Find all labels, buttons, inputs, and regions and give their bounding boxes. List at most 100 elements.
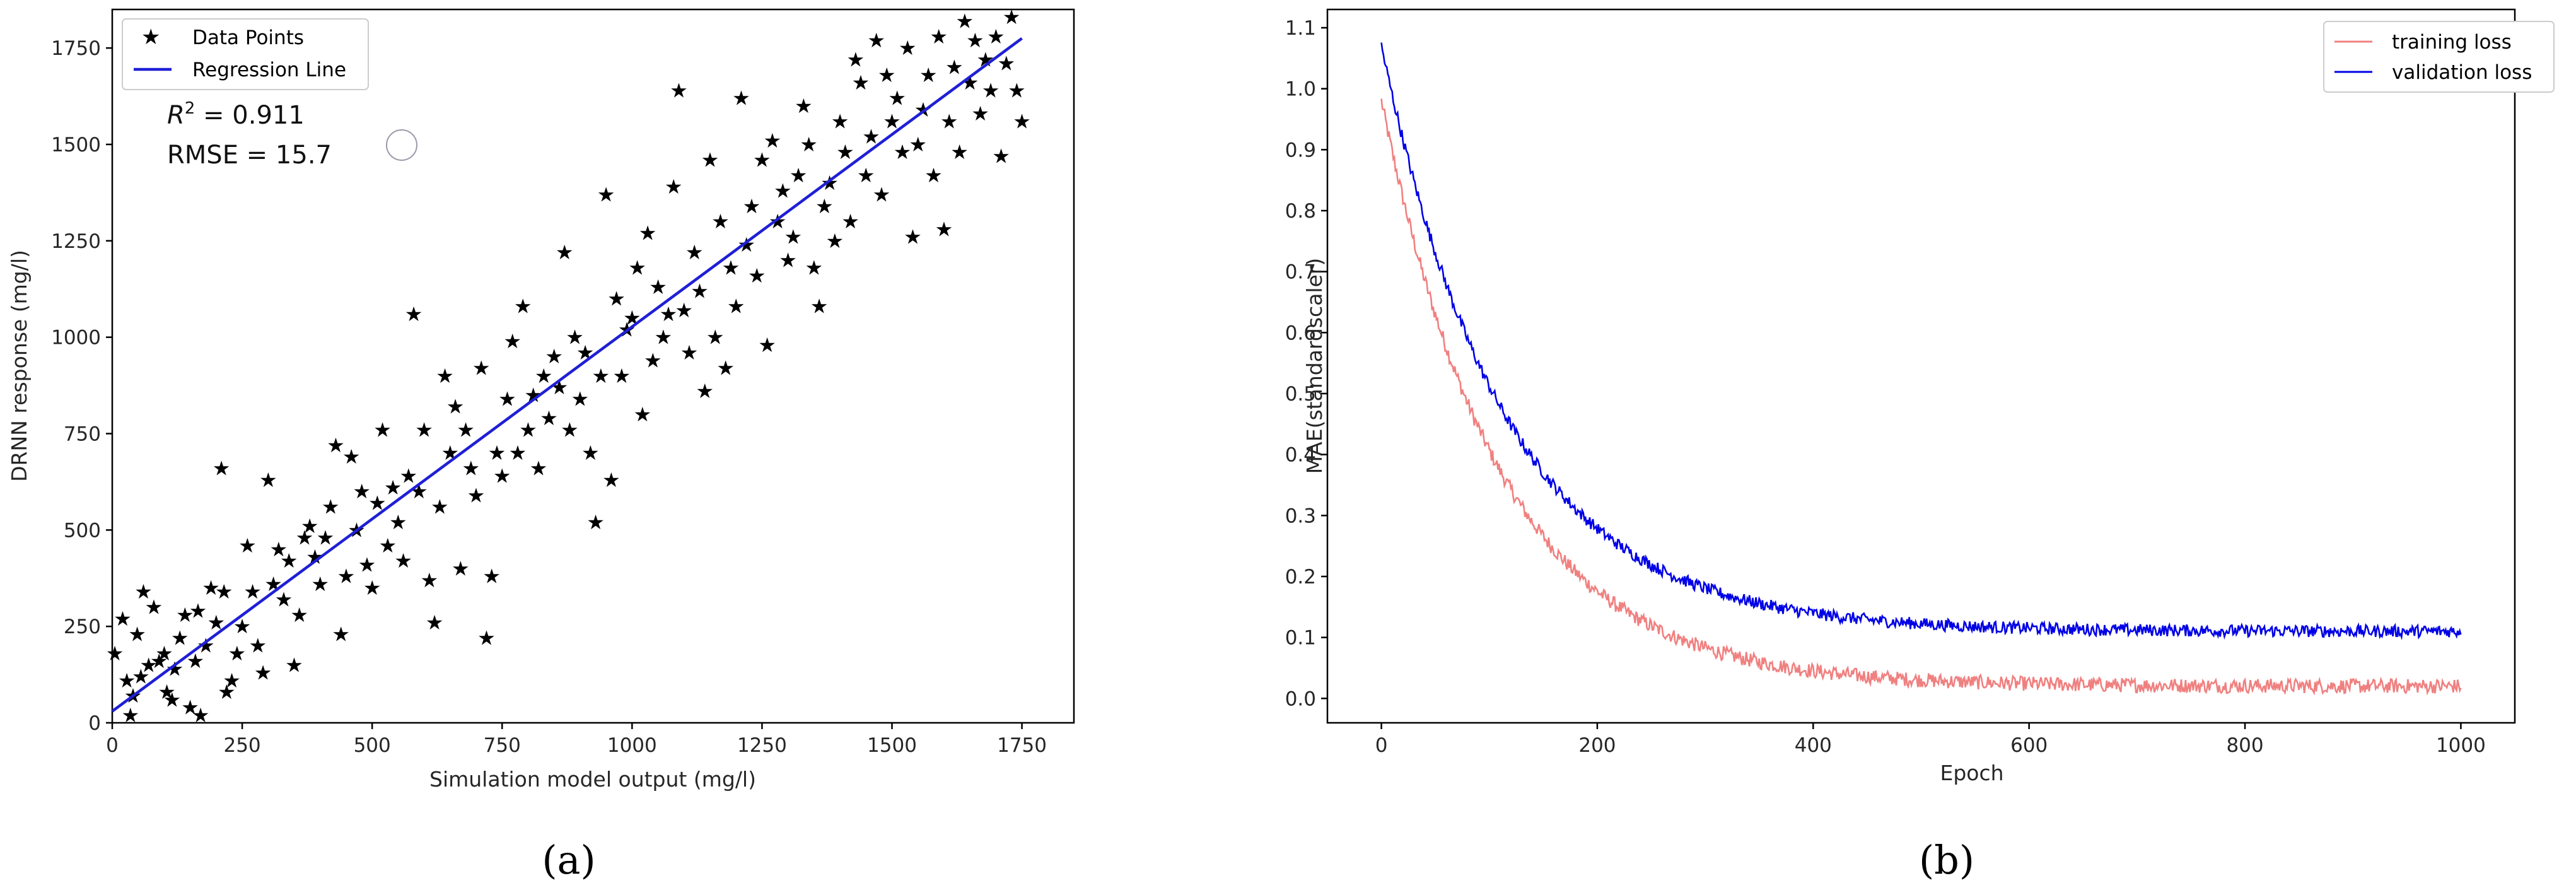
- data-point-star: ★: [846, 47, 865, 71]
- legend-label-regression-line: Regression Line: [192, 59, 346, 81]
- loss-x-axis-label: Epoch: [1940, 761, 2003, 785]
- data-point-star: ★: [436, 364, 454, 388]
- data-point-star: ★: [899, 36, 917, 60]
- x-tick-label: 1500: [867, 734, 917, 757]
- validation-loss-line: [1380, 42, 2462, 641]
- data-point-star: ★: [503, 329, 522, 353]
- y-tick-label: 0.2: [1285, 566, 1316, 588]
- data-point-star: ★: [472, 356, 491, 380]
- data-point-star: ★: [317, 526, 335, 550]
- y-tick-label: 0.3: [1285, 505, 1316, 527]
- data-point-star: ★: [685, 240, 704, 264]
- data-point-star: ★: [106, 641, 124, 665]
- data-point-star: ★: [176, 603, 194, 627]
- data-point-star: ★: [987, 25, 1005, 49]
- loss-legend: training loss validation loss: [2323, 21, 2555, 93]
- data-point-star: ★: [1013, 109, 1031, 133]
- data-point-star: ★: [139, 653, 158, 677]
- data-point-star: ★: [836, 140, 854, 164]
- y-tick-label: 1750: [51, 37, 101, 60]
- r-squared-annotation: R2 = 0.911: [167, 99, 305, 130]
- scatter-x-axis-label: Simulation model output (mg/l): [429, 767, 756, 792]
- data-point-star: ★: [966, 28, 984, 52]
- data-point-star: ★: [815, 194, 834, 218]
- data-point-star: ★: [1008, 78, 1026, 102]
- data-point-star: ★: [243, 580, 262, 604]
- data-point-star: ★: [114, 607, 132, 631]
- legend-label-validation-loss: validation loss: [2392, 61, 2532, 84]
- data-point-star: ★: [353, 479, 371, 503]
- data-point-star: ★: [581, 441, 600, 465]
- data-point-star: ★: [189, 599, 207, 623]
- data-point-star: ★: [909, 132, 927, 156]
- data-point-star: ★: [852, 71, 870, 95]
- x-tick-label: 0: [106, 734, 119, 757]
- data-point-star: ★: [561, 418, 579, 442]
- panel-b-caption: (b): [1919, 837, 1974, 883]
- data-point-star: ★: [322, 495, 340, 519]
- data-point-star: ★: [779, 248, 797, 272]
- data-point-star: ★: [426, 611, 444, 635]
- data-point-star: ★: [275, 587, 293, 611]
- data-point-star: ★: [873, 182, 891, 206]
- data-point-star: ★: [405, 302, 423, 326]
- data-point-star: ★: [878, 63, 896, 87]
- data-point-star: ★: [706, 325, 725, 349]
- data-point-star: ★: [556, 240, 574, 264]
- data-point-star: ★: [701, 148, 720, 172]
- data-point-star: ★: [586, 510, 605, 534]
- data-point-star: ★: [202, 576, 220, 600]
- data-point-star: ★: [254, 661, 272, 685]
- data-point-star: ★: [774, 178, 792, 202]
- x-tick-label: 200: [1578, 734, 1616, 757]
- data-point-star: ★: [992, 144, 1010, 168]
- data-point-star: ★: [644, 348, 662, 372]
- data-point-star: ★: [602, 468, 621, 492]
- data-point-star: ★: [145, 595, 163, 619]
- data-point-star: ★: [810, 295, 829, 319]
- y-tick-label: 1.1: [1285, 17, 1316, 40]
- data-point-star: ★: [660, 302, 678, 326]
- data-point-star: ★: [716, 356, 735, 380]
- data-point-star: ★: [327, 433, 345, 457]
- data-point-star: ★: [238, 534, 257, 558]
- data-point-star: ★: [509, 441, 527, 465]
- data-point-star: ★: [259, 468, 277, 492]
- y-tick-label: 0: [88, 712, 101, 735]
- data-point-star: ★: [158, 680, 176, 704]
- y-tick-label: 1500: [51, 134, 101, 156]
- data-point-star: ★: [415, 418, 433, 442]
- loss-y-axis-label: MAE(standardscaler): [1302, 258, 1327, 474]
- data-point-star: ★: [982, 78, 1000, 102]
- x-tick-label: 0: [1375, 734, 1388, 757]
- data-point-star: ★: [743, 194, 761, 218]
- data-point-star: ★: [389, 510, 407, 534]
- data-point-star: ★: [467, 483, 486, 507]
- y-tick-label: 0.9: [1285, 139, 1316, 161]
- data-point-star: ★: [592, 364, 610, 388]
- data-point-star: ★: [540, 406, 558, 430]
- loss-plot-area: [1326, 8, 2516, 724]
- data-point-star: ★: [192, 703, 210, 727]
- data-point-star: ★: [301, 514, 319, 538]
- data-point-star: ★: [894, 140, 912, 164]
- data-point-star: ★: [670, 78, 688, 102]
- data-point-star: ★: [213, 457, 231, 481]
- data-point-star: ★: [971, 102, 989, 126]
- data-point-star: ★: [1003, 5, 1021, 29]
- r2-symbol: R: [167, 101, 185, 130]
- data-point-star: ★: [128, 622, 146, 646]
- y-tick-label: 750: [64, 423, 101, 445]
- data-point-star: ★: [841, 209, 860, 233]
- data-point-star: ★: [457, 418, 475, 442]
- x-tick-label: 250: [223, 734, 260, 757]
- data-point-star: ★: [163, 687, 181, 711]
- data-point-star: ★: [612, 364, 631, 388]
- legend-marker-data-points: ★: [141, 25, 160, 50]
- data-point-star: ★: [400, 464, 418, 488]
- data-point-star: ★: [566, 325, 584, 349]
- data-point-star: ★: [758, 333, 776, 357]
- data-point-star: ★: [223, 669, 241, 693]
- y-tick-label: 0.8: [1285, 200, 1316, 223]
- data-point-star: ★: [831, 109, 849, 133]
